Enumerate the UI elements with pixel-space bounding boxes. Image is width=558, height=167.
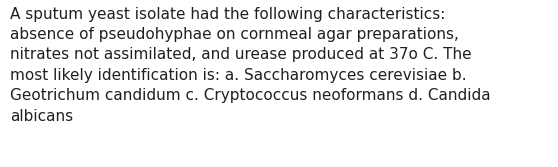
Text: A sputum yeast isolate had the following characteristics:
absence of pseudohypha: A sputum yeast isolate had the following…	[10, 7, 490, 124]
